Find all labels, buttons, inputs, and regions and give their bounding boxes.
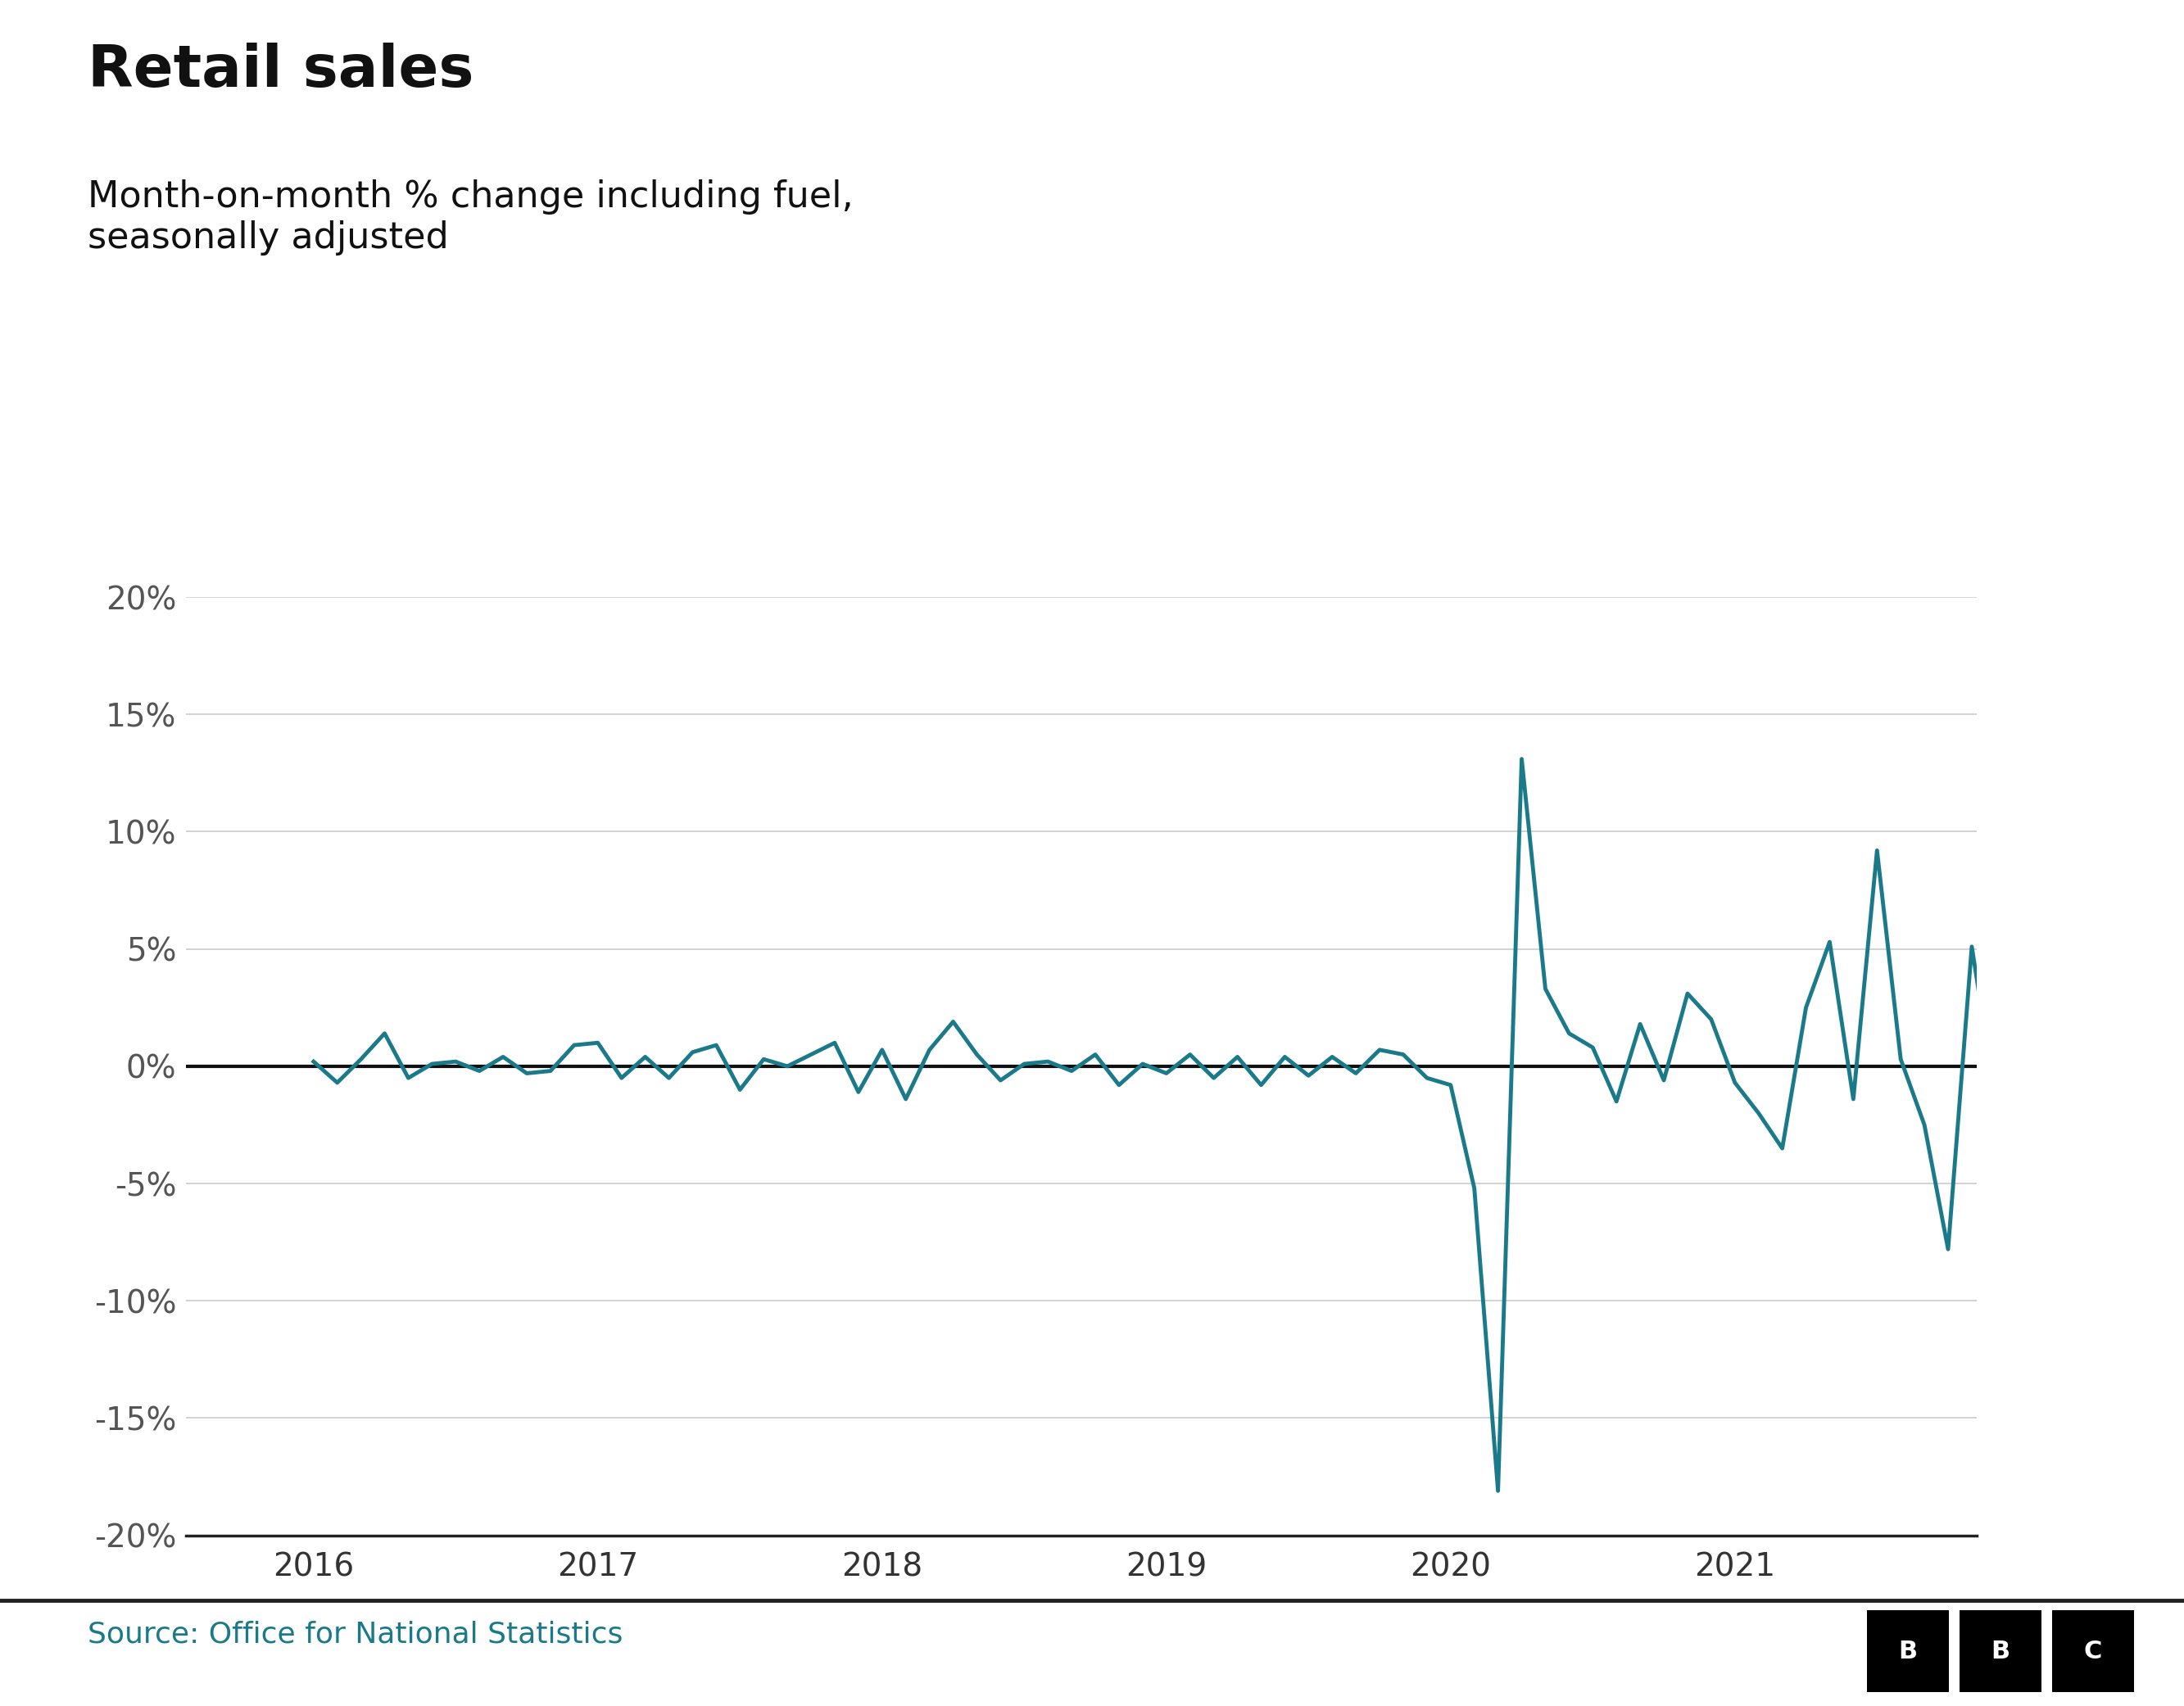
- Text: B: B: [1898, 1639, 1918, 1663]
- Text: Retail sales: Retail sales: [87, 43, 474, 99]
- Text: Source: Office for National Statistics: Source: Office for National Statistics: [87, 1621, 622, 1648]
- Bar: [1867, 1610, 1948, 1692]
- Text: Month-on-month % change including fuel,
seasonally adjusted: Month-on-month % change including fuel, …: [87, 179, 854, 256]
- Bar: [2053, 1610, 2134, 1692]
- Bar: [1959, 1610, 2042, 1692]
- Text: B: B: [1992, 1639, 2009, 1663]
- Text: C: C: [2084, 1639, 2101, 1663]
